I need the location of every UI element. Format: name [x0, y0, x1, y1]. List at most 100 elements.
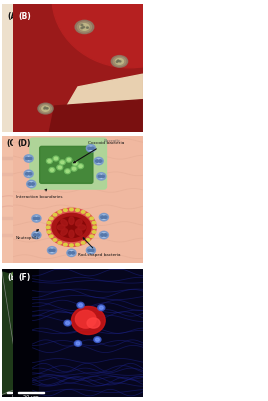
Ellipse shape	[69, 230, 74, 238]
FancyBboxPatch shape	[40, 146, 93, 183]
Polygon shape	[22, 269, 112, 397]
Ellipse shape	[32, 231, 41, 239]
Ellipse shape	[104, 216, 107, 219]
Ellipse shape	[51, 325, 57, 329]
Ellipse shape	[99, 306, 103, 309]
Ellipse shape	[72, 206, 75, 208]
Polygon shape	[52, 74, 143, 132]
Ellipse shape	[104, 234, 107, 236]
Text: (F): (F)	[18, 273, 31, 282]
Ellipse shape	[81, 286, 101, 291]
Ellipse shape	[28, 183, 31, 185]
Bar	[7, 391, 36, 393]
Ellipse shape	[44, 350, 51, 354]
Ellipse shape	[81, 24, 83, 26]
Ellipse shape	[98, 305, 105, 311]
Ellipse shape	[68, 194, 81, 203]
Ellipse shape	[88, 249, 91, 251]
Ellipse shape	[78, 200, 82, 203]
Ellipse shape	[67, 203, 69, 205]
Ellipse shape	[49, 168, 55, 172]
Ellipse shape	[69, 251, 74, 255]
Ellipse shape	[55, 193, 66, 200]
Ellipse shape	[28, 182, 34, 186]
Ellipse shape	[96, 160, 99, 162]
Ellipse shape	[72, 185, 75, 188]
Ellipse shape	[88, 248, 94, 253]
Ellipse shape	[77, 337, 83, 342]
Ellipse shape	[101, 215, 107, 219]
Ellipse shape	[47, 208, 96, 247]
Ellipse shape	[83, 316, 103, 321]
Ellipse shape	[91, 249, 94, 251]
Ellipse shape	[86, 213, 90, 216]
Ellipse shape	[86, 247, 95, 254]
Ellipse shape	[116, 61, 118, 63]
Text: (A): (A)	[7, 12, 20, 21]
Ellipse shape	[84, 298, 104, 303]
Ellipse shape	[28, 36, 106, 100]
Ellipse shape	[24, 170, 33, 178]
Ellipse shape	[57, 217, 86, 237]
Ellipse shape	[92, 290, 111, 295]
Ellipse shape	[94, 157, 103, 165]
Ellipse shape	[64, 243, 67, 246]
Ellipse shape	[76, 375, 96, 380]
Ellipse shape	[75, 340, 81, 346]
Ellipse shape	[32, 215, 41, 222]
Ellipse shape	[75, 20, 94, 34]
Ellipse shape	[81, 27, 83, 29]
Polygon shape	[43, 47, 91, 89]
Ellipse shape	[65, 190, 69, 193]
Ellipse shape	[67, 158, 70, 161]
Ellipse shape	[55, 174, 58, 177]
Text: 20 μm: 20 μm	[23, 395, 39, 400]
Ellipse shape	[61, 229, 68, 235]
Ellipse shape	[87, 27, 88, 28]
Ellipse shape	[65, 169, 70, 174]
Ellipse shape	[64, 189, 70, 194]
Ellipse shape	[99, 174, 104, 178]
Ellipse shape	[52, 213, 91, 241]
Ellipse shape	[72, 251, 75, 254]
Ellipse shape	[58, 211, 62, 213]
Ellipse shape	[99, 231, 109, 239]
Ellipse shape	[77, 199, 83, 205]
Ellipse shape	[119, 61, 121, 62]
Ellipse shape	[47, 231, 51, 233]
Ellipse shape	[90, 235, 94, 237]
Ellipse shape	[55, 300, 75, 305]
Ellipse shape	[25, 157, 29, 160]
Ellipse shape	[36, 217, 40, 220]
Ellipse shape	[52, 0, 208, 68]
Text: (E): (E)	[7, 273, 20, 282]
Ellipse shape	[64, 320, 71, 326]
Ellipse shape	[44, 108, 45, 109]
Ellipse shape	[71, 384, 91, 389]
Ellipse shape	[88, 320, 107, 326]
Ellipse shape	[53, 156, 59, 161]
Ellipse shape	[72, 168, 76, 170]
Ellipse shape	[57, 344, 77, 350]
Polygon shape	[13, 269, 52, 397]
Ellipse shape	[47, 247, 57, 254]
FancyBboxPatch shape	[46, 170, 65, 185]
Ellipse shape	[33, 217, 36, 220]
Polygon shape	[25, 35, 104, 99]
Ellipse shape	[88, 147, 91, 150]
Ellipse shape	[53, 239, 57, 241]
Ellipse shape	[64, 209, 67, 211]
Ellipse shape	[49, 249, 52, 251]
Ellipse shape	[69, 217, 74, 225]
Ellipse shape	[90, 217, 94, 220]
Ellipse shape	[75, 310, 96, 328]
Ellipse shape	[57, 165, 63, 170]
Ellipse shape	[53, 213, 57, 216]
Ellipse shape	[94, 337, 101, 342]
Ellipse shape	[77, 22, 92, 32]
Ellipse shape	[26, 172, 31, 176]
Ellipse shape	[99, 213, 109, 221]
Ellipse shape	[88, 146, 94, 150]
Ellipse shape	[70, 184, 77, 189]
Ellipse shape	[58, 241, 62, 244]
